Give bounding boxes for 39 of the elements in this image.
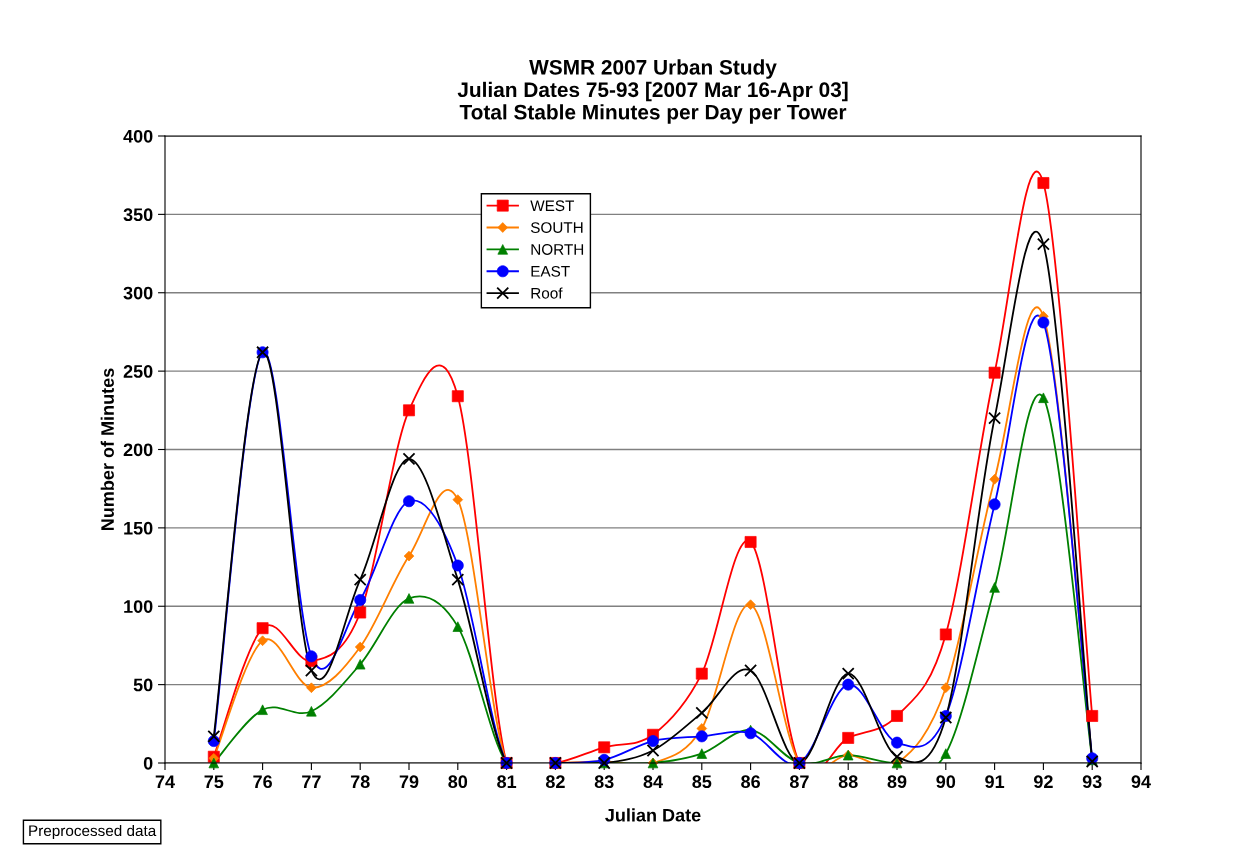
y-tick-label: 400 [123, 129, 153, 143]
y-axis-title: Number of Minutes [100, 368, 114, 531]
legend-label: Roof [531, 287, 563, 299]
legend-label: NORTH [531, 244, 584, 255]
x-tick-label: 78 [350, 775, 370, 789]
x-tick-label: 94 [1131, 775, 1151, 789]
legend-label: WEST [530, 200, 575, 212]
y-tick-label: 0 [143, 756, 153, 770]
y-tick-label: 200 [123, 443, 153, 457]
y-tick-label: 250 [123, 365, 153, 378]
x-tick-label: 87 [789, 775, 809, 789]
x-tick-label: 90 [936, 775, 956, 789]
x-tick-label: 76 [253, 775, 272, 789]
y-tick-label: 50 [133, 678, 153, 692]
y-tick-label: 350 [123, 208, 153, 222]
legend-label: EAST [531, 265, 570, 277]
x-axis-title: Julian Date [605, 808, 701, 822]
x-tick-label: 75 [204, 775, 224, 789]
x-tick-label: 92 [1033, 775, 1053, 789]
legend-label: SOUTH [530, 222, 583, 234]
y-tick-label: 100 [124, 600, 153, 613]
x-tick-label: 82 [545, 775, 565, 789]
text: Preprocessed data [29, 824, 157, 840]
x-tick-label: 89 [887, 775, 907, 789]
x-tick-label: 93 [1082, 775, 1102, 789]
x-tick-label: 74 [155, 775, 175, 788]
chart-title: WSMR 2007 Urban Study Julian Dates 75-93 [2007 Mar 16-Apr 03] Total Stable Minutes per Day per Tower [457, 59, 848, 124]
x-tick-label: 85 [692, 775, 712, 789]
x-tick-label: 91 [985, 775, 1005, 789]
x-tick-label: 80 [448, 775, 468, 789]
y-tick-label: 150 [124, 521, 153, 535]
x-tick-label: 79 [399, 775, 419, 789]
x-tick-label: 86 [741, 775, 760, 789]
x-tick-label: 88 [838, 775, 858, 789]
x-tick-label: 81 [497, 775, 517, 789]
x-tick-label: 83 [594, 775, 614, 789]
y-tick-label: 300 [123, 286, 153, 300]
x-tick-label: 77 [302, 775, 321, 788]
x-tick-label: 84 [643, 775, 663, 789]
